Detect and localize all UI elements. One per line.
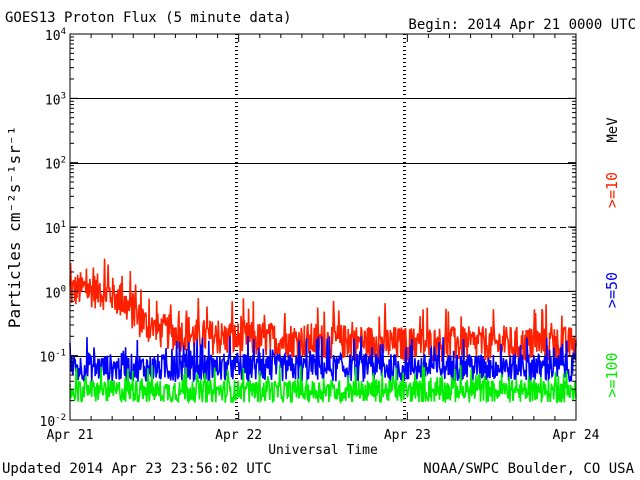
flux-series: [69, 258, 577, 405]
x-tick-label: Apr 23: [384, 428, 431, 443]
y-tick-label: 100: [45, 284, 66, 301]
x-tick-label: Apr 22: [215, 428, 262, 443]
axis-ticks: [69, 33, 577, 421]
legend-label: >=10: [603, 172, 621, 208]
legend-units: MeV: [605, 117, 621, 143]
y-tick-label: 101: [45, 220, 66, 237]
y-tick-label: 103: [45, 91, 66, 108]
y-axis-label: Particles cm⁻²s⁻¹sr⁻¹: [5, 126, 24, 328]
energy-legend: >=10 >=50 >=100 MeV: [603, 117, 621, 398]
series-line: [69, 258, 577, 363]
updated-timestamp: Updated 2014 Apr 23 23:56:02 UTC: [2, 461, 272, 477]
chart-title: GOES13 Proton Flux (5 minute data): [5, 10, 292, 26]
series-line: [69, 336, 577, 384]
x-tick-label: Apr 24: [553, 428, 600, 443]
x-tick-label: Apr 21: [47, 428, 94, 443]
legend-label: >=50: [603, 272, 621, 308]
y-tick-label: 104: [45, 27, 66, 44]
legend-label: >=100: [603, 352, 621, 397]
day-boundary-ticks: [235, 34, 406, 420]
x-axis-label: Universal Time: [268, 443, 378, 458]
y-tick-label: 10-1: [40, 349, 67, 366]
x-tick-labels: Apr 21 Apr 22 Apr 23 Apr 24: [47, 428, 600, 443]
y-tick-label: 102: [45, 156, 66, 173]
credit-label: NOAA/SWPC Boulder, CO USA: [423, 461, 634, 477]
y-tick-labels: 10-2 10-1 100 101 102 103 104: [40, 27, 67, 430]
begin-timestamp: Begin: 2014 Apr 21 0000 UTC: [408, 17, 636, 33]
series-line: [69, 364, 577, 405]
y-tick-label: 10-2: [40, 413, 67, 430]
